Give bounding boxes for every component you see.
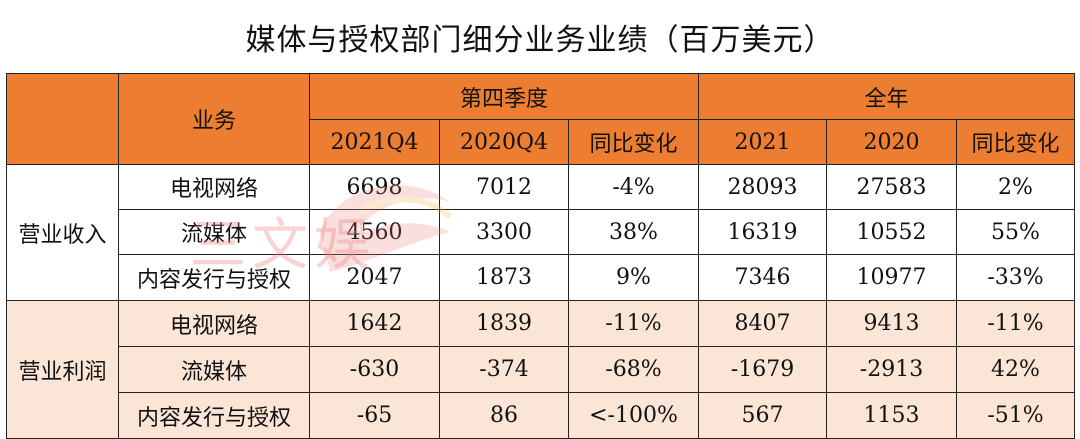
- cell-fy-yoy: 2%: [955, 164, 1076, 210]
- cell-fy-yoy: -33%: [955, 254, 1076, 301]
- cell-q4-2021: 6698: [309, 164, 440, 210]
- cell-q4-2020: -374: [439, 346, 569, 393]
- cell-q4-2021: 2047: [309, 254, 440, 301]
- cell-q4-2020: 3300: [439, 209, 569, 255]
- header-q4-2020: 2020Q4: [439, 119, 569, 165]
- section-label-revenue: 营业收入: [6, 164, 119, 301]
- header-fy-2020: 2020: [826, 119, 957, 165]
- cell-q4-2020: 86: [439, 392, 569, 439]
- table-row: 内容发行与授权 -65 86 <-100% 567 1153 -51%: [6, 392, 1076, 439]
- cell-q4-2021: 4560: [309, 209, 440, 255]
- cell-fy-2021: -1679: [698, 346, 827, 393]
- cell-q4-yoy: 9%: [568, 254, 699, 301]
- header-empty-cell: [6, 73, 119, 165]
- cell-fy-yoy: -11%: [955, 300, 1076, 347]
- table-row: 流媒体 4560 3300 38% 16319 10552 55%: [6, 209, 1076, 255]
- cell-fy-2021: 8407: [698, 300, 827, 347]
- cell-fy-2020: 10552: [826, 209, 957, 255]
- header-business: 业务: [118, 73, 310, 165]
- cell-fy-yoy: 55%: [955, 209, 1076, 255]
- header-q4-group: 第四季度: [309, 73, 699, 120]
- table-row: 营业收入 电视网络 6698 7012 -4% 28093 27583 2%: [6, 164, 1076, 301]
- cell-fy-2021: 16319: [698, 209, 827, 255]
- cell-q4-yoy: <-100%: [568, 392, 699, 439]
- cell-q4-2021: 1642: [309, 300, 440, 347]
- cell-fy-2020: -2913: [826, 346, 957, 393]
- cell-q4-2020: 1873: [439, 254, 569, 301]
- cell-fy-2021: 7346: [698, 254, 827, 301]
- cell-q4-yoy: -11%: [568, 300, 699, 347]
- table-row: 流媒体 -630 -374 -68% -1679 -2913 42%: [6, 346, 1076, 393]
- cell-fy-2020: 10977: [826, 254, 957, 301]
- header-q4-2021: 2021Q4: [309, 119, 440, 165]
- cell-fy-2020: 9413: [826, 300, 957, 347]
- cell-fy-2021: 28093: [698, 164, 827, 210]
- cell-fy-2020: 1153: [826, 392, 957, 439]
- section-label-profit: 营业利润: [6, 300, 119, 439]
- row-name: 电视网络: [118, 300, 310, 347]
- cell-q4-2021: -65: [309, 392, 440, 439]
- header-fy-2021: 2021: [698, 119, 827, 165]
- table-row: 内容发行与授权 2047 1873 9% 7346 10977 -33%: [6, 254, 1076, 301]
- header-fy-yoy: 同比变化: [955, 119, 1076, 165]
- cell-q4-yoy: -4%: [568, 164, 699, 210]
- row-name: 内容发行与授权: [118, 254, 310, 301]
- cell-q4-yoy: 38%: [568, 209, 699, 255]
- page-title: 媒体与授权部门细分业务业绩（百万美元）: [245, 22, 835, 58]
- cell-fy-2020: 27583: [826, 164, 957, 210]
- cell-fy-yoy: 42%: [955, 346, 1076, 393]
- row-name: 流媒体: [118, 209, 310, 255]
- row-name: 内容发行与授权: [118, 392, 310, 439]
- row-name: 电视网络: [118, 164, 310, 210]
- header-fy-group: 全年: [697, 73, 1076, 120]
- cell-fy-yoy: -51%: [955, 392, 1076, 439]
- financial-table: 业务 第四季度 全年 2021Q4 2020Q4 同比变化 2021 2020 …: [6, 73, 1076, 439]
- cell-q4-yoy: -68%: [568, 346, 699, 393]
- cell-q4-2020: 7012: [439, 164, 569, 210]
- table-row: 营业利润 电视网络 1642 1839 -11% 8407 9413 -11%: [6, 300, 1076, 439]
- row-name: 流媒体: [118, 346, 310, 393]
- cell-q4-2020: 1839: [439, 300, 569, 347]
- cell-q4-2021: -630: [309, 346, 440, 393]
- cell-fy-2021: 567: [698, 392, 827, 439]
- header-q4-yoy: 同比变化: [568, 119, 699, 165]
